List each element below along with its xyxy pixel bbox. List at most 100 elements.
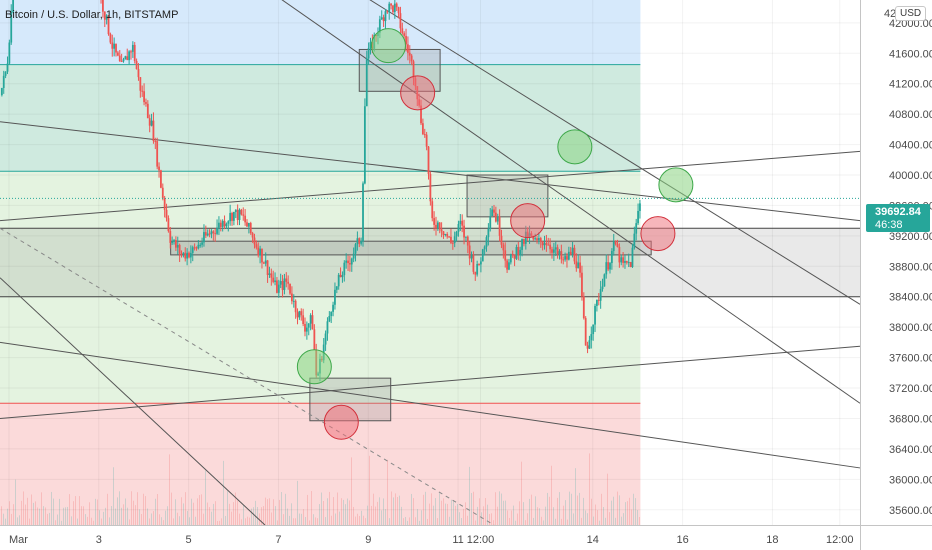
volume-bar <box>599 520 600 525</box>
candle-body <box>545 243 548 245</box>
price-tick-12: 37200.00 <box>889 383 932 395</box>
price-tick-1: 41600.00 <box>889 48 932 60</box>
candle-body <box>519 249 522 256</box>
volume-bar <box>537 507 538 525</box>
candle-body <box>264 260 267 264</box>
candle-body <box>227 221 230 224</box>
volume-bar <box>165 510 166 525</box>
volume-bar <box>171 492 172 525</box>
volume-bar <box>383 498 384 525</box>
candle-body <box>588 340 591 349</box>
volume-bar <box>133 500 134 525</box>
trend-lines-layer <box>0 0 861 526</box>
volume-bar <box>517 513 518 525</box>
candle-body <box>534 238 537 240</box>
candle-body <box>429 173 432 202</box>
candle-body <box>358 238 361 244</box>
volume-bar <box>167 506 168 525</box>
candle-body <box>386 11 389 13</box>
time-tick-9: 18 <box>766 534 778 546</box>
volume-bar <box>113 467 114 525</box>
candle-body <box>435 224 437 229</box>
candle-body <box>539 238 542 242</box>
volume-bar <box>451 499 452 525</box>
volume-bar <box>97 499 98 525</box>
candle-body <box>197 244 200 249</box>
last-price-tag: 39692.84 46:38 <box>866 204 930 232</box>
candle-body <box>8 42 11 64</box>
volume-bar <box>105 507 106 525</box>
time-tick-4: 9 <box>365 534 371 546</box>
candle-body <box>352 253 355 259</box>
volume-bar <box>193 502 194 525</box>
time-tick-8: 16 <box>676 534 688 546</box>
candle-body <box>115 43 117 53</box>
volume-bar <box>249 517 250 525</box>
volume-bar <box>329 491 330 525</box>
volume-bar <box>81 506 82 525</box>
volume-bar <box>129 519 130 525</box>
candle-body <box>412 61 415 79</box>
candle-body <box>150 120 153 126</box>
volume-bar <box>51 491 52 525</box>
volume-bar <box>275 506 276 525</box>
volume-bar <box>255 500 256 525</box>
price-tick-14: 36400.00 <box>889 444 932 456</box>
price-tick-7: 39200.00 <box>889 231 932 243</box>
volume-bar <box>99 510 100 525</box>
volume-bar <box>245 518 246 525</box>
volume-bar <box>435 498 436 525</box>
currency-badge[interactable]: USD <box>895 6 927 21</box>
volume-bar <box>87 516 88 525</box>
candle-body <box>594 305 596 325</box>
volume-bar <box>399 495 400 525</box>
volume-bar <box>49 512 50 525</box>
candle-body <box>204 232 207 236</box>
candle-body <box>438 222 441 230</box>
volume-bar <box>157 493 158 525</box>
volume-bar <box>119 491 120 525</box>
volume-bar <box>623 513 624 525</box>
volume-bar <box>423 494 424 525</box>
volume-bar <box>619 495 620 525</box>
volume-bar <box>325 517 326 525</box>
volume-bar <box>177 512 178 525</box>
volume-bar <box>235 492 236 525</box>
volume-bar <box>321 492 322 525</box>
volume-bar <box>201 494 202 525</box>
volume-bar <box>497 506 498 525</box>
time-tick-1: 3 <box>96 534 102 546</box>
volume-bar <box>17 517 18 525</box>
volume-bar <box>567 519 568 525</box>
candle-body <box>423 134 426 136</box>
candle-body <box>399 13 402 29</box>
volume-bar <box>597 510 598 525</box>
candle-body <box>152 120 155 141</box>
volume-bar <box>359 515 360 525</box>
volume-bar <box>261 507 262 525</box>
green-circle-2 <box>557 129 593 165</box>
volume-bar <box>153 511 154 525</box>
volume-bar <box>381 510 382 525</box>
candle-body <box>266 260 269 275</box>
volume-bar <box>543 520 544 525</box>
volume-bar <box>287 508 288 525</box>
volume-bar <box>229 503 230 525</box>
candle-body <box>311 315 314 330</box>
candle-body <box>603 274 606 287</box>
volume-bar <box>373 493 374 525</box>
candle-body <box>581 272 583 297</box>
volume-bar <box>219 520 220 525</box>
candle-body <box>289 283 291 294</box>
volume-bar <box>629 497 630 525</box>
candle-body <box>173 240 175 242</box>
candle-body <box>10 12 13 43</box>
candle-body <box>393 3 396 12</box>
candle-body <box>493 209 495 213</box>
price-tick-15: 36000.00 <box>889 474 932 486</box>
volume-bar <box>443 498 444 525</box>
candle-body <box>212 231 215 234</box>
volume-bar <box>333 497 334 525</box>
candle-body <box>131 44 134 52</box>
